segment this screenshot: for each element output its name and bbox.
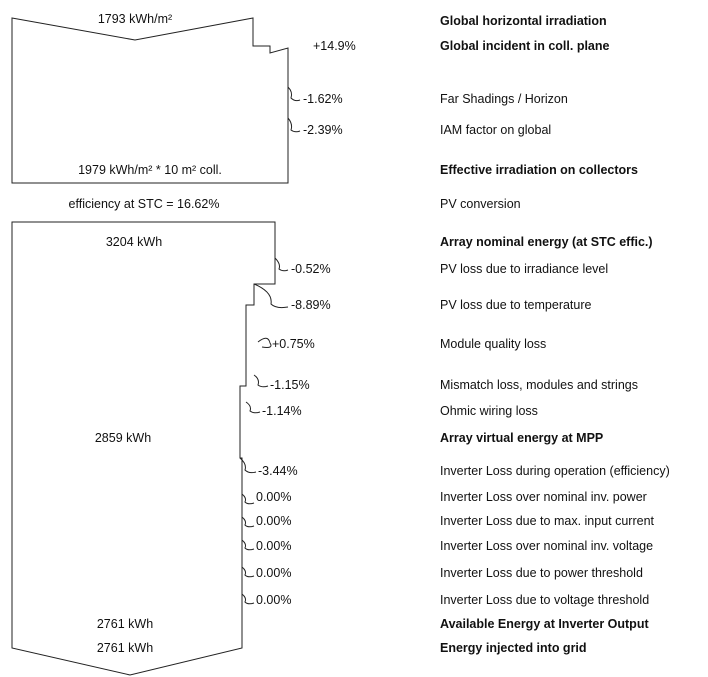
pv-conversion-label: PV conversion: [440, 197, 521, 211]
far-shading-pct: -1.62%: [303, 92, 343, 106]
inverter-voltage-label: Inverter Loss over nominal inv. voltage: [440, 539, 654, 553]
grid-energy-label: Energy injected into grid: [440, 641, 587, 655]
temperature-loss-pct: -8.89%: [291, 298, 331, 312]
inverter-operation-loss-arrow: [239, 457, 257, 474]
irradiation-band: [11, 17, 289, 184]
far-shading-label: Far Shadings / Horizon: [440, 92, 568, 106]
quality-loss-label: Module quality loss: [440, 337, 547, 351]
inverter-power-threshold-label: Inverter Loss due to power threshold: [440, 566, 643, 580]
temperature-loss-label: PV loss due to temperature: [440, 298, 592, 312]
inverter-voltage-threshold-pct: 0.00%: [256, 593, 292, 607]
mismatch-loss-pct: -1.15%: [270, 378, 310, 392]
inverter-power-label: Inverter Loss over nominal inv. power: [440, 490, 647, 504]
inverter-current-label: Inverter Loss due to max. input current: [440, 514, 654, 528]
iam-label: IAM factor on global: [440, 123, 552, 137]
inverter-operation-label: Inverter Loss during operation (efficien…: [440, 464, 670, 478]
inverter-power-pct: 0.00%: [256, 490, 292, 504]
quality-gain-pct: +0.75%: [272, 337, 315, 351]
far-shading-loss-arrow: [287, 86, 301, 102]
incident-gain-pct: +14.9%: [313, 39, 356, 53]
available-energy-value: 2761 kWh: [96, 617, 154, 631]
ohmic-loss-label: Ohmic wiring loss: [440, 404, 538, 418]
available-energy-label: Available Energy at Inverter Output: [440, 617, 649, 631]
array-nominal-value: 3204 kWh: [105, 235, 163, 249]
iam-pct: -2.39%: [303, 123, 343, 137]
irradiance-loss-arrow: [274, 257, 289, 272]
inverter-voltage-threshold-loss-arrow: [241, 593, 255, 605]
ohmic-loss-pct: -1.14%: [262, 404, 302, 418]
effective-irradiation-label: Effective irradiation on collectors: [440, 163, 638, 177]
array-band: [11, 221, 276, 676]
inverter-voltage-loss-arrow: [241, 539, 255, 551]
ohmic-loss-arrow: [245, 401, 261, 414]
mismatch-loss-arrow: [253, 374, 269, 388]
mismatch-loss-label: Mismatch loss, modules and strings: [440, 378, 638, 392]
inverter-power-threshold-pct: 0.00%: [256, 566, 292, 580]
effective-irradiation-value: 1979 kWh/m² * 10 m² coll.: [78, 163, 222, 177]
array-nominal-label: Array nominal energy (at STC effic.): [440, 235, 653, 249]
ghi-label: Global horizontal irradiation: [440, 14, 607, 28]
irradiance-loss-pct: -0.52%: [291, 262, 331, 276]
inverter-power-threshold-loss-arrow: [241, 566, 255, 578]
array-mpp-value: 2859 kWh: [94, 431, 152, 445]
grid-energy-value: 2761 kWh: [96, 641, 154, 655]
incident-label: Global incident in coll. plane: [440, 39, 610, 53]
array-mpp-label: Array virtual energy at MPP: [440, 431, 604, 445]
inverter-current-loss-arrow: [241, 516, 255, 528]
inverter-operation-pct: -3.44%: [258, 464, 298, 478]
iam-loss-arrow: [287, 117, 301, 133]
temperature-loss-arrow: [253, 283, 289, 309]
inverter-current-pct: 0.00%: [256, 514, 292, 528]
inverter-voltage-pct: 0.00%: [256, 539, 292, 553]
quality-gain-arrow: [257, 337, 272, 348]
irradiance-loss-label: PV loss due to irradiance level: [440, 262, 609, 276]
inverter-power-loss-arrow: [241, 493, 255, 505]
ghi-value: 1793 kWh/m²: [97, 12, 173, 26]
inverter-voltage-threshold-label: Inverter Loss due to voltage threshold: [440, 593, 650, 607]
stc-efficiency-text: efficiency at STC = 16.62%: [68, 197, 220, 211]
